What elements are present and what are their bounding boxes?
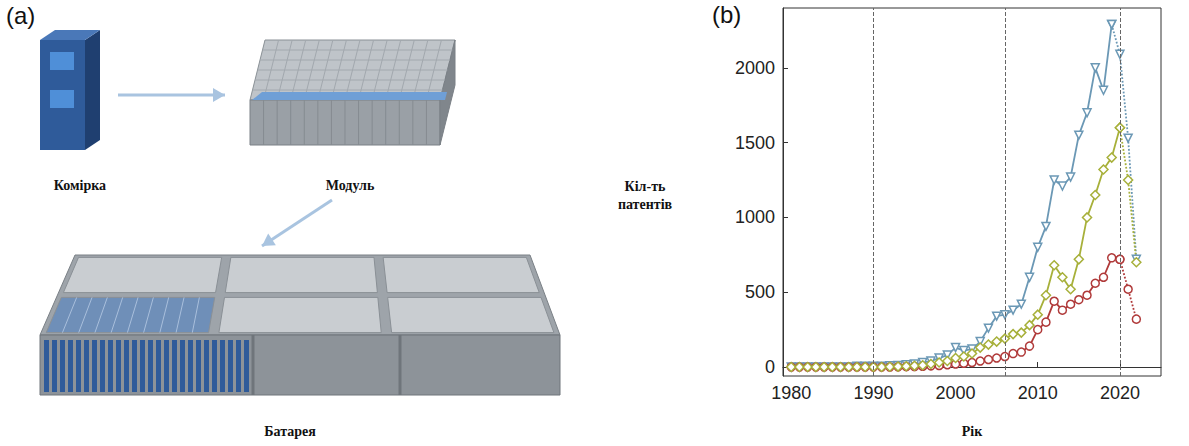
svg-text:1000: 1000	[735, 207, 775, 227]
svg-text:500: 500	[745, 282, 775, 302]
svg-text:2000: 2000	[735, 58, 775, 78]
svg-text:2020: 2020	[1100, 383, 1140, 403]
svg-text:1990: 1990	[853, 383, 893, 403]
svg-text:2010: 2010	[1018, 383, 1058, 403]
svg-text:Комірка: Комірка	[54, 178, 106, 193]
svg-text:(b): (b)	[712, 1, 741, 28]
svg-text:патентів: патентів	[618, 197, 673, 212]
svg-text:1500: 1500	[735, 133, 775, 153]
svg-text:Модуль: Модуль	[326, 178, 375, 193]
svg-text:(a): (a)	[6, 2, 35, 29]
svg-text:Кіл-ть: Кіл-ть	[625, 179, 666, 194]
svg-text:0: 0	[765, 357, 775, 377]
svg-text:Батарея: Батарея	[264, 424, 316, 439]
svg-text:2000: 2000	[936, 383, 976, 403]
svg-text:1980: 1980	[771, 383, 811, 403]
svg-text:Рік: Рік	[962, 424, 983, 439]
